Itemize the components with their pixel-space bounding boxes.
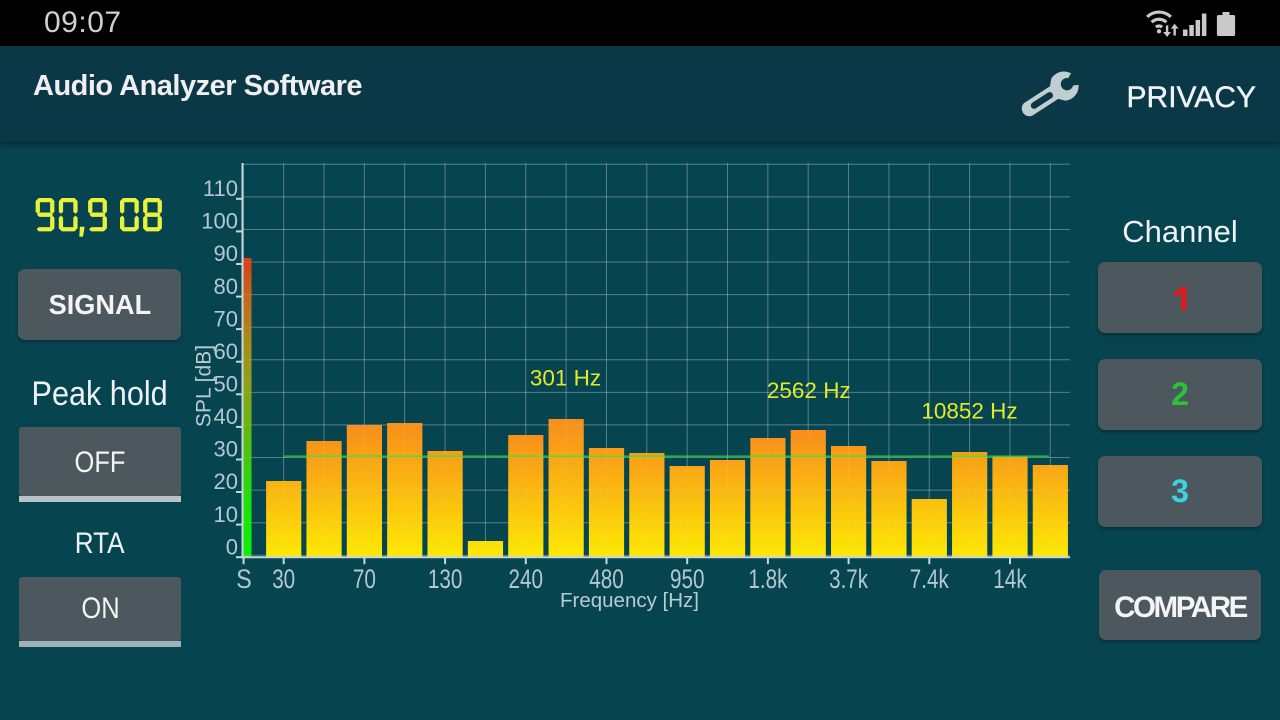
svg-text:950: 950: [670, 564, 705, 594]
svg-text:30: 30: [272, 564, 295, 594]
svg-text:2562 Hz: 2562 Hz: [767, 378, 851, 403]
svg-text:3.7k: 3.7k: [829, 564, 869, 594]
svg-text:100: 100: [201, 209, 238, 234]
svg-text:130: 130: [428, 564, 463, 594]
svg-text:40: 40: [214, 404, 238, 429]
svg-text:60: 60: [214, 339, 238, 364]
svg-text:240: 240: [509, 564, 544, 594]
svg-text:7.4k: 7.4k: [910, 564, 950, 594]
svg-text:301 Hz: 301 Hz: [530, 366, 601, 391]
svg-text:10852 Hz: 10852 Hz: [921, 399, 1017, 424]
svg-text:70: 70: [353, 564, 376, 594]
svg-text:S: S: [236, 564, 252, 594]
svg-text:30: 30: [214, 437, 238, 462]
svg-text:1.8k: 1.8k: [748, 564, 788, 594]
svg-text:110: 110: [203, 176, 238, 201]
svg-text:Frequency [Hz]: Frequency [Hz]: [560, 589, 699, 612]
svg-text:10: 10: [214, 502, 238, 527]
svg-text:20: 20: [214, 469, 238, 494]
svg-text:480: 480: [589, 564, 624, 594]
svg-text:0: 0: [226, 534, 238, 559]
svg-text:14k: 14k: [993, 564, 1027, 594]
svg-text:70: 70: [214, 306, 238, 331]
svg-text:80: 80: [214, 274, 238, 299]
svg-text:SPL [dB]: SPL [dB]: [193, 345, 216, 427]
svg-text:90: 90: [214, 241, 238, 266]
svg-text:50: 50: [214, 372, 238, 397]
